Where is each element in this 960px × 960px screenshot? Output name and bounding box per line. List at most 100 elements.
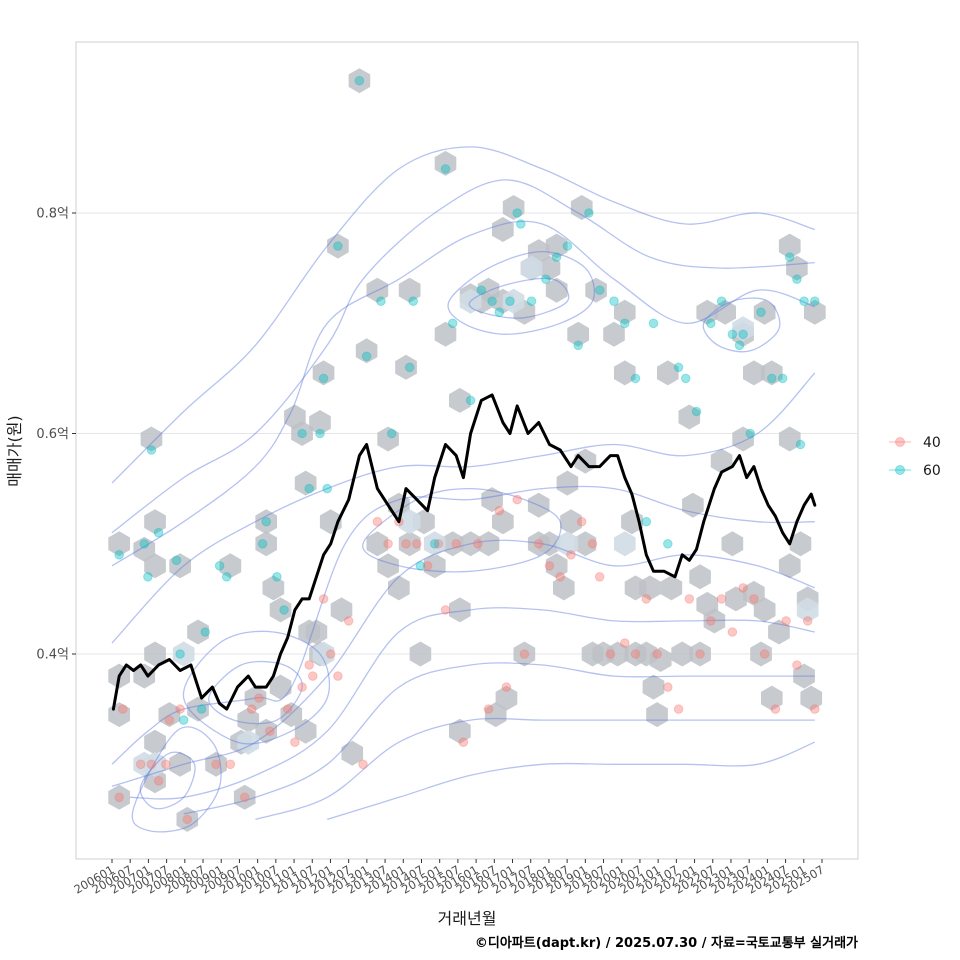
- data-point-60: [386, 428, 397, 439]
- hex-bin: [793, 663, 815, 689]
- density-contour-loop: [702, 297, 781, 353]
- data-point-40: [433, 539, 444, 549]
- data-point-40: [308, 671, 318, 681]
- data-point-40: [473, 539, 483, 549]
- y-tick-label: 0.4억: [36, 648, 69, 663]
- hex-bin-dense: [556, 531, 579, 557]
- legend-item-60[interactable]: 60: [889, 463, 941, 479]
- legend-item-40[interactable]: 40: [889, 435, 941, 451]
- hex-bin: [409, 641, 432, 667]
- data-point-40: [343, 616, 354, 626]
- caption: ©디아파트(dapt.kr) / 2025.07.30 / 자료=국토교통부 실…: [475, 935, 858, 951]
- hex-bin: [768, 619, 790, 645]
- hex-bin: [778, 233, 801, 259]
- data-point-60: [333, 241, 343, 251]
- hex-bin: [545, 233, 568, 259]
- density-contour-loop: [131, 726, 222, 833]
- data-point-40: [401, 539, 411, 549]
- hex-bin: [778, 553, 801, 579]
- grid-lines: [76, 212, 858, 655]
- data-point-60: [200, 627, 210, 637]
- hex-bin: [574, 531, 597, 557]
- hex-bin: [671, 641, 693, 667]
- hex-bin: [133, 663, 156, 689]
- hex-bin: [743, 580, 765, 606]
- data-point-60: [487, 296, 497, 307]
- data-point-60: [153, 527, 164, 538]
- density-contour-loop: [447, 250, 595, 335]
- data-point-60: [257, 539, 268, 549]
- hex-bin: [294, 470, 317, 496]
- density-contour: [129, 607, 815, 800]
- data-point-60: [318, 373, 329, 384]
- hex-bin: [158, 702, 181, 728]
- data-point-60: [440, 164, 451, 174]
- hex-bin: [309, 410, 331, 435]
- hexbin-layer: [108, 68, 826, 832]
- hex-bin-dense: [796, 597, 819, 623]
- hex-bin: [398, 531, 421, 557]
- legend-key-dot-40: [895, 437, 905, 447]
- data-point-60: [620, 318, 630, 329]
- data-point-60: [594, 285, 605, 296]
- hex-bin-dense: [172, 641, 195, 667]
- hex-bin: [725, 586, 747, 612]
- hex-bin: [703, 608, 726, 634]
- data-point-60: [512, 208, 523, 218]
- data-point-60: [551, 252, 562, 262]
- data-point-40: [749, 594, 759, 604]
- data-point-60: [315, 428, 325, 439]
- hex-bin: [255, 531, 277, 557]
- data-point-40: [533, 539, 544, 549]
- hex-bin-dense: [614, 531, 636, 557]
- hex-bin: [538, 531, 561, 557]
- hex-bin: [696, 299, 719, 325]
- hex-bin: [108, 784, 130, 810]
- data-point-40: [501, 682, 512, 692]
- hex-bin: [144, 768, 166, 794]
- data-point-40: [663, 682, 673, 692]
- hex-bin: [348, 68, 371, 94]
- hex-bin: [144, 509, 166, 535]
- density-contour: [111, 179, 815, 534]
- hex-bin: [187, 696, 209, 722]
- data-point-40: [673, 704, 684, 714]
- hex-bin: [527, 492, 550, 518]
- data-point-40: [695, 649, 705, 659]
- data-point-60: [784, 252, 795, 262]
- data-point-60: [734, 340, 745, 351]
- hex-bin: [481, 487, 503, 513]
- hex-bin: [570, 195, 593, 220]
- hex-bin: [556, 470, 579, 496]
- hex-bin: [567, 321, 589, 347]
- hex-bin: [538, 255, 561, 281]
- data-point-60: [663, 539, 673, 549]
- hex-bin: [649, 647, 672, 672]
- hex-bin: [646, 702, 668, 728]
- data-point-40: [630, 649, 641, 659]
- hex-bin: [545, 277, 568, 303]
- data-point-60: [680, 373, 691, 384]
- data-point-60: [609, 296, 619, 307]
- trend-line-layer: [111, 393, 817, 711]
- density-contour: [111, 485, 815, 765]
- hex-bin-dense: [423, 531, 446, 557]
- hex-bin: [255, 718, 277, 744]
- data-point-40: [620, 638, 630, 648]
- data-point-40: [372, 516, 383, 527]
- data-point-40: [802, 616, 813, 626]
- data-point-40: [182, 814, 193, 825]
- hex-bin: [176, 806, 199, 832]
- density-contour: [327, 741, 816, 821]
- hex-bin: [495, 685, 518, 711]
- data-point-40: [727, 627, 738, 637]
- data-point-60: [196, 704, 207, 714]
- hex-bin: [753, 299, 776, 325]
- data-point-40: [519, 649, 530, 659]
- data-point-40: [254, 693, 264, 703]
- data-point-40: [282, 704, 293, 714]
- hex-bin: [660, 575, 683, 601]
- data-point-60: [465, 395, 476, 406]
- hex-bin: [434, 321, 457, 347]
